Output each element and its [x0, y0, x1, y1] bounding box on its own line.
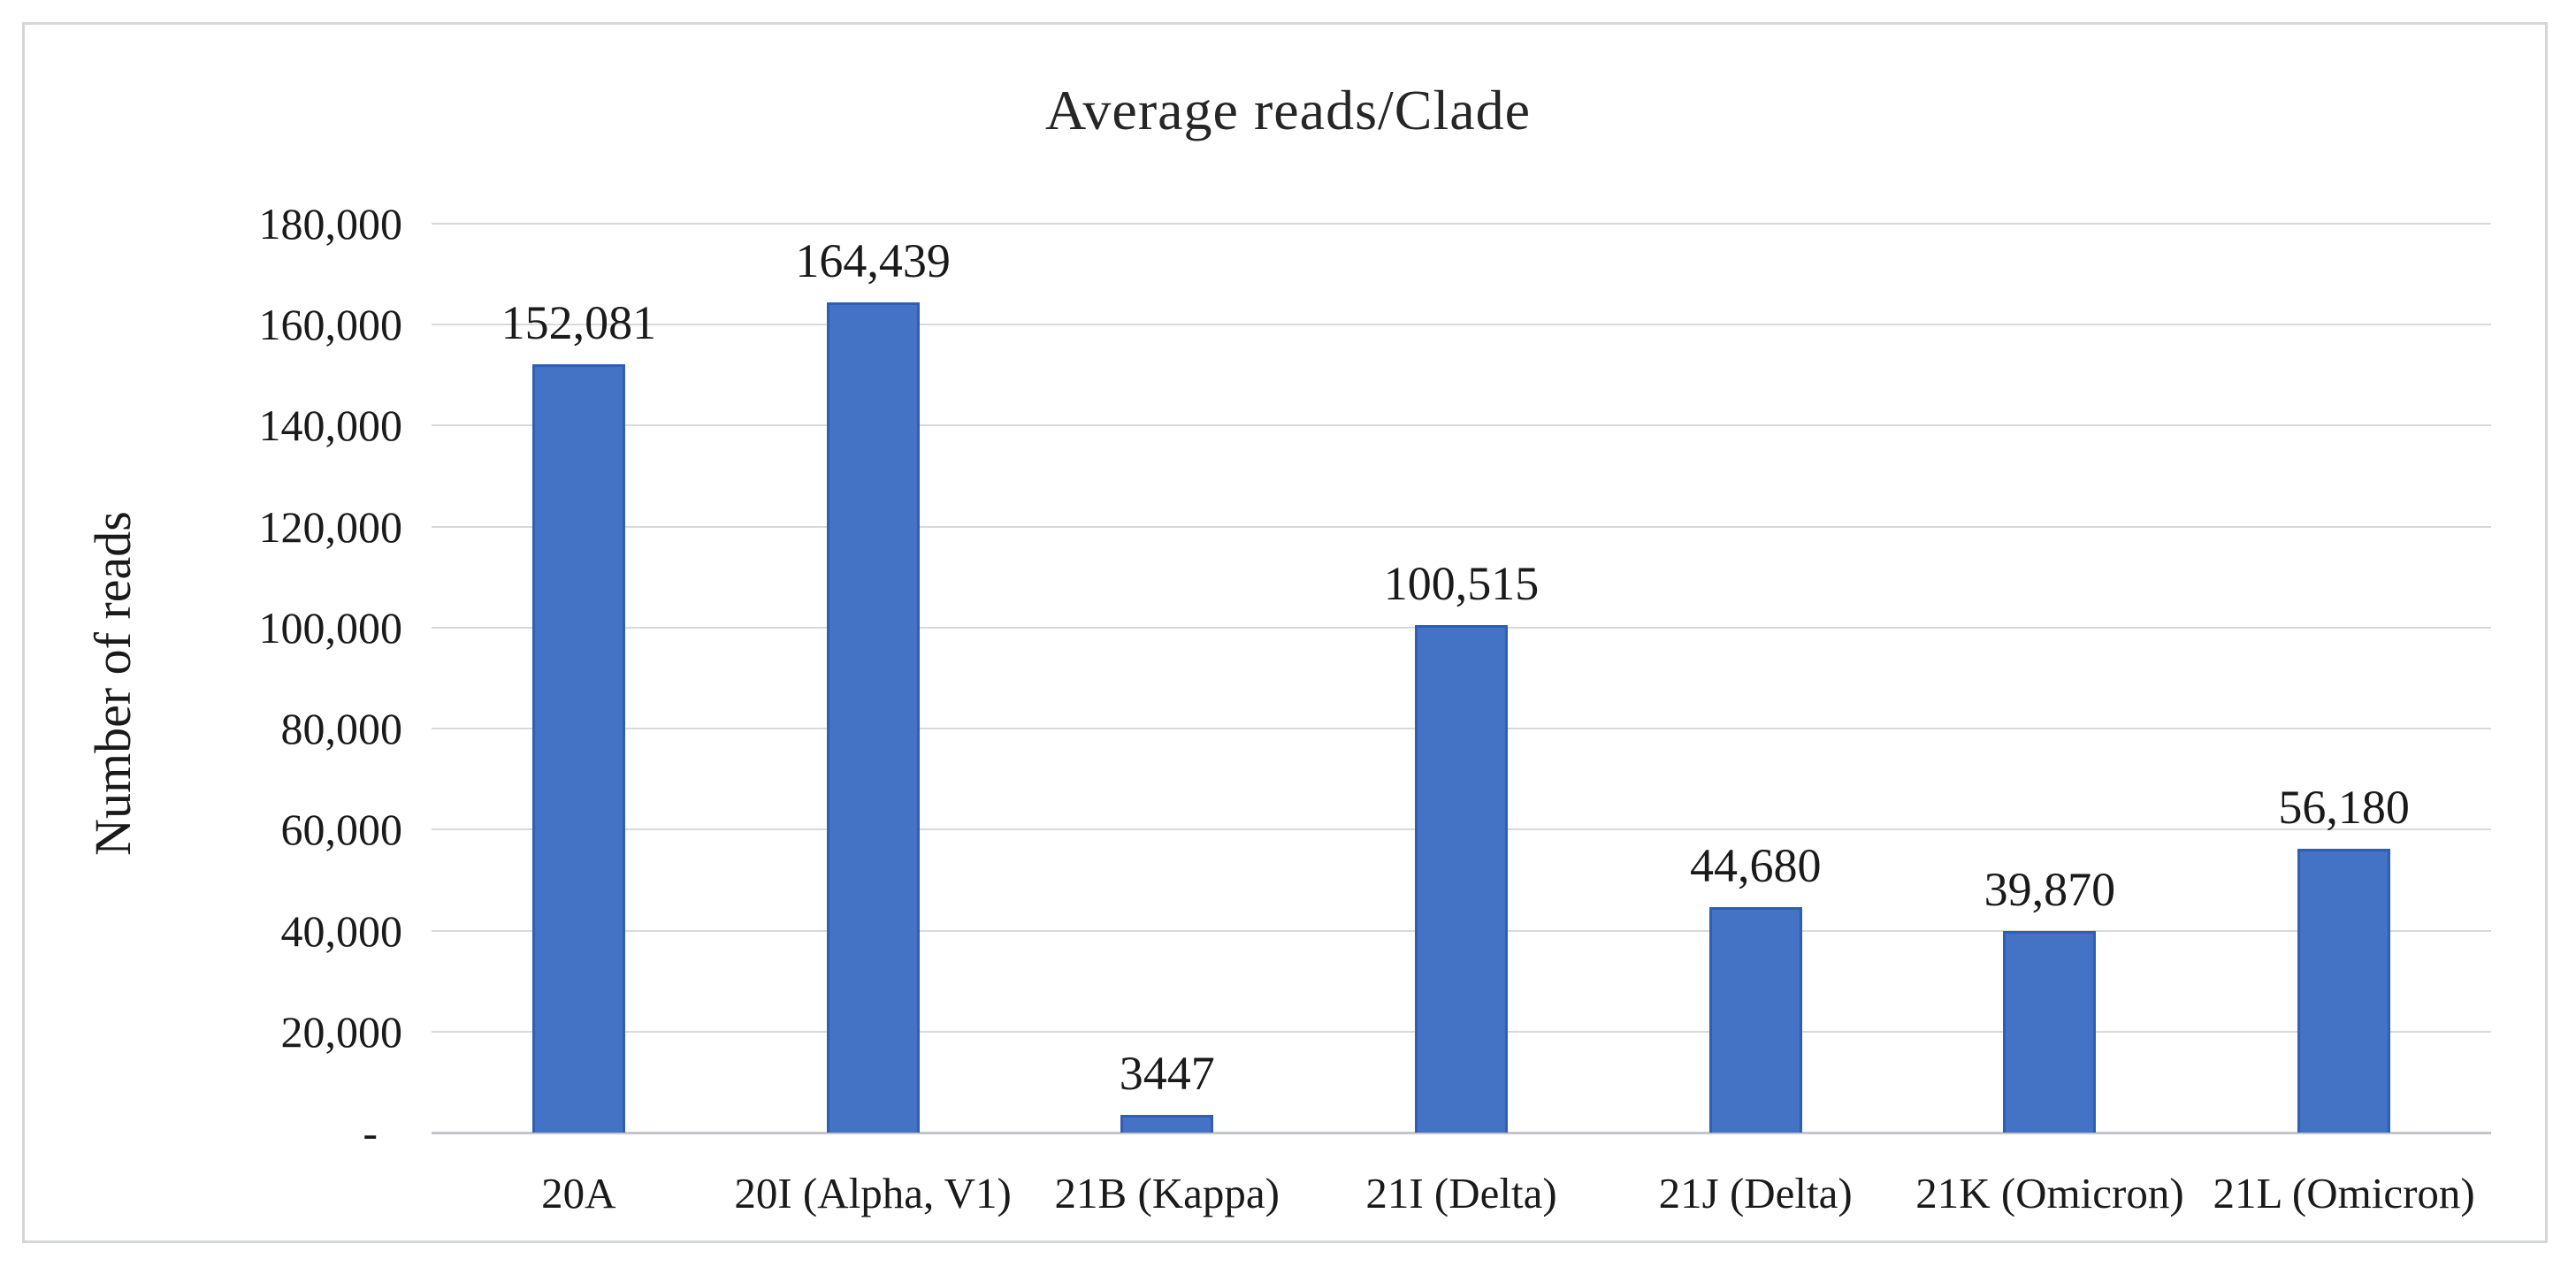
y-tick-label: 20,000 — [280, 1006, 403, 1057]
y-tick-label: 140,000 — [258, 401, 403, 451]
x-tick-label: 21I (Delta) — [1365, 1169, 1557, 1217]
y-axis: - 20,000 40,000 60,000 80,000 100,000 120,000 1… — [124, 199, 403, 1157]
x-axis-baseline — [432, 1132, 2491, 1134]
x-tick-label: 20I (Alpha, V1) — [734, 1169, 1012, 1217]
bar-20A — [531, 364, 625, 1133]
bar-value-label: 3447 — [1119, 1047, 1215, 1101]
chart-title: Average reads/Clade — [1044, 79, 1532, 141]
figure-frame — [22, 22, 2548, 1243]
y-tick-label: 40,000 — [280, 905, 403, 956]
y-tick-label: 120,000 — [258, 501, 403, 552]
y-tick-label: 80,000 — [280, 704, 403, 754]
bar-21I (Delta) — [1415, 624, 1508, 1133]
y-tick-label: 160,000 — [258, 300, 403, 350]
x-tick-label: 21K (Omicron) — [1915, 1169, 2184, 1217]
bar-value-label: 56,180 — [2278, 781, 2410, 835]
bar-20I (Alpha, V1) — [826, 301, 920, 1133]
y-tick-label: - — [363, 1108, 378, 1157]
x-tick-label: 21B (Kappa) — [1054, 1169, 1280, 1217]
bar-value-label: 44,680 — [1689, 838, 1822, 892]
bar-value-label: 100,515 — [1383, 556, 1540, 610]
x-tick-label: 21L (Omicron) — [2213, 1169, 2475, 1217]
x-tick-label: 21J (Delta) — [1658, 1169, 1853, 1217]
bar-value-label: 152,081 — [501, 296, 657, 350]
y-tick-label: 180,000 — [258, 199, 403, 248]
bar-value-label: 164,439 — [795, 233, 951, 287]
gridline — [432, 324, 2491, 326]
bar-21J (Delta) — [1708, 906, 1802, 1133]
bar-21B (Kappa) — [1120, 1115, 1214, 1133]
gridline — [432, 525, 2491, 528]
y-tick-label: 100,000 — [258, 602, 403, 652]
bar-value-label: 39,870 — [1984, 863, 2116, 917]
gridline — [432, 223, 2491, 225]
plot-area: 152,081 164,439 3447 100,515 44,680 39,870 56,… — [432, 223, 2491, 1134]
bar-21L (Omicron) — [2297, 849, 2391, 1133]
x-tick-label: 20A — [541, 1169, 616, 1217]
bar-21K (Omicron) — [2003, 931, 2097, 1133]
y-tick-label: 60,000 — [280, 805, 403, 855]
x-axis: 20A 20I (Alpha, V1) 21B (Kappa) 21I (Delta)… — [432, 1165, 2491, 1227]
gridline — [432, 424, 2491, 427]
